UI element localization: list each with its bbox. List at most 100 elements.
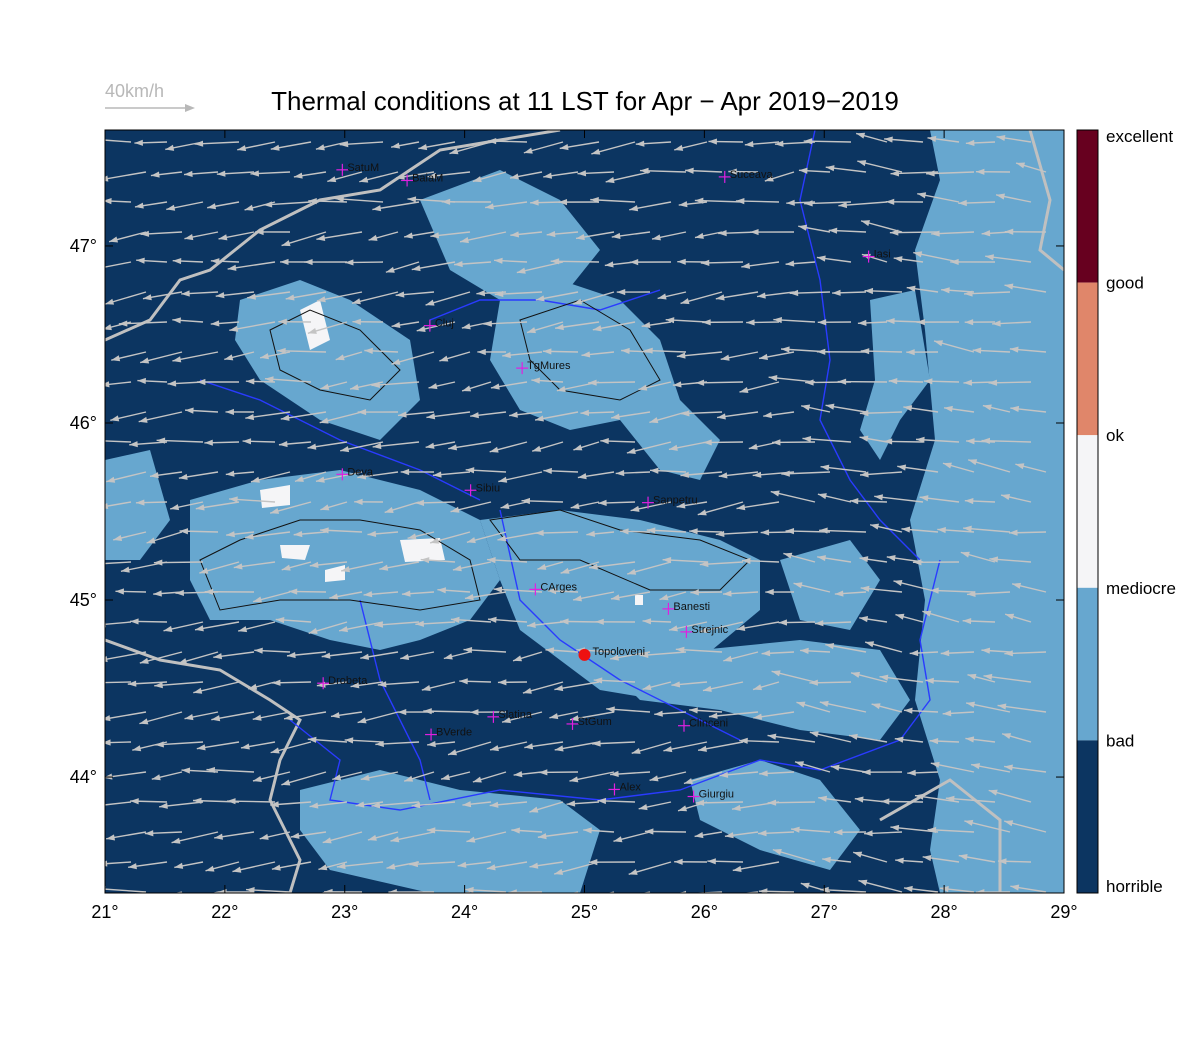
wind-arrow-head (144, 830, 154, 837)
colorbar-segment (1077, 282, 1098, 436)
patch (300, 300, 330, 350)
wind-arrow-head (1010, 405, 1020, 413)
wind-arrow-head (415, 620, 424, 627)
wind-arrow-head (460, 237, 469, 244)
river (799, 130, 921, 561)
wind-arrow-head (789, 289, 799, 297)
wind-arrow-head (391, 358, 401, 365)
wind-arrow-head (906, 285, 916, 292)
wind-arrow-head (668, 444, 678, 451)
wind-arrow-head (284, 714, 293, 721)
wind-arrow-head (516, 267, 526, 274)
y-tick-label: 44° (70, 767, 97, 787)
wind-arrow-head (270, 507, 280, 514)
wind-arrow-head (246, 886, 255, 893)
wind-arrow-head (372, 205, 382, 212)
wind-arrow-head (172, 257, 182, 265)
wind-arrow-head (874, 494, 883, 501)
wind-arrow-head (253, 596, 263, 603)
wind-arrow-head (153, 590, 162, 597)
wind-arrow-head (363, 591, 373, 598)
border (1028, 130, 1064, 272)
wind-arrow-head (282, 900, 291, 906)
wind-arrow-head (871, 703, 881, 710)
wind-arrow-head (526, 327, 536, 334)
wind-arrow-head (281, 564, 291, 571)
wind-arrow-head (796, 701, 806, 708)
wind-arrow-head (397, 411, 407, 418)
wind-arrow-head (454, 260, 463, 268)
wind-arrow-head (586, 530, 596, 537)
wind-arrow-head (885, 198, 895, 205)
wind-arrow-head (817, 319, 827, 326)
wind-arrow-head (937, 526, 946, 534)
wind-arrow-head (281, 779, 291, 786)
wind-arrow-head (374, 621, 384, 628)
wind-arrow-head (997, 703, 1007, 710)
wind-arrow-head (816, 255, 826, 262)
wind-arrow-head (964, 290, 973, 297)
wind-arrow-head (485, 203, 494, 210)
wind-arrow-head (550, 258, 560, 265)
wind-arrow-head (895, 613, 905, 620)
wind-arrow-head (532, 445, 542, 452)
wind-arrow-head (132, 745, 142, 752)
wind-arrow-head (427, 740, 436, 748)
wind-arrow-head (1004, 820, 1014, 827)
wind-arrow-head (238, 626, 248, 633)
x-tick-label: 26° (691, 902, 718, 922)
wind-arrow (105, 561, 132, 565)
wind-arrow-head (538, 769, 548, 776)
wind-arrow-head (452, 565, 462, 572)
wind-arrow-head (778, 619, 788, 626)
wind-arrow-head (857, 319, 867, 326)
wind-arrow-head (233, 563, 243, 570)
wind-arrow-head (822, 856, 831, 863)
wind-arrow-head (319, 417, 329, 424)
wind-arrow-head (395, 291, 405, 298)
wind-arrow-head (708, 138, 717, 145)
wind-arrow-head (510, 173, 519, 180)
wind-arrow-head (487, 138, 497, 145)
wind-arrow-head (332, 774, 342, 781)
cities: SatuM BaiaM Suceava Iasi Cluj TgMures Deva Sibi… (317, 162, 891, 803)
wind-arrow-head (335, 196, 344, 203)
wind-arrow-head (537, 833, 547, 840)
wind-arrow-head (992, 320, 1001, 327)
wind-arrow-head (748, 443, 758, 450)
wind-arrow-head (549, 713, 559, 720)
wind-arrow-head (199, 567, 209, 574)
wind-arrow-head (742, 557, 751, 564)
wind-arrow-head (593, 677, 603, 684)
wind-arrow-head (510, 231, 520, 238)
wind-arrow-head (1004, 283, 1014, 290)
wind-arrow-head (964, 819, 974, 826)
contour (199, 519, 481, 611)
wind-arrow-head (1002, 733, 1012, 740)
wind-arrow-head (181, 290, 190, 297)
wind-arrow-head (588, 859, 598, 866)
wind-arrow-head (105, 502, 109, 510)
wind-arrow-head (764, 175, 774, 182)
wind-arrow-head (490, 383, 500, 390)
wind-arrow-head (476, 290, 486, 297)
river (499, 509, 741, 741)
wind-arrow-head (825, 165, 835, 172)
wind-arrow-head (321, 652, 331, 659)
wind-arrow-head (930, 761, 940, 768)
region (780, 540, 880, 630)
wind-arrow-head (1010, 884, 1020, 891)
wind-arrow-head (879, 674, 889, 681)
wind-arrow-head (465, 467, 475, 474)
wind-arrow-head (703, 439, 712, 446)
wind-arrow-head (1005, 613, 1015, 620)
wind-arrow-head (800, 882, 810, 889)
wind-arrow-head (853, 851, 863, 858)
wind-arrow-head (307, 443, 317, 450)
wind-arrow-head (610, 770, 619, 778)
wind-arrow-head (700, 259, 710, 266)
wind-arrow-head (801, 404, 811, 411)
wind-arrow-head (919, 495, 929, 502)
wind-arrow-head (227, 264, 237, 271)
wind-arrow-head (359, 176, 369, 183)
